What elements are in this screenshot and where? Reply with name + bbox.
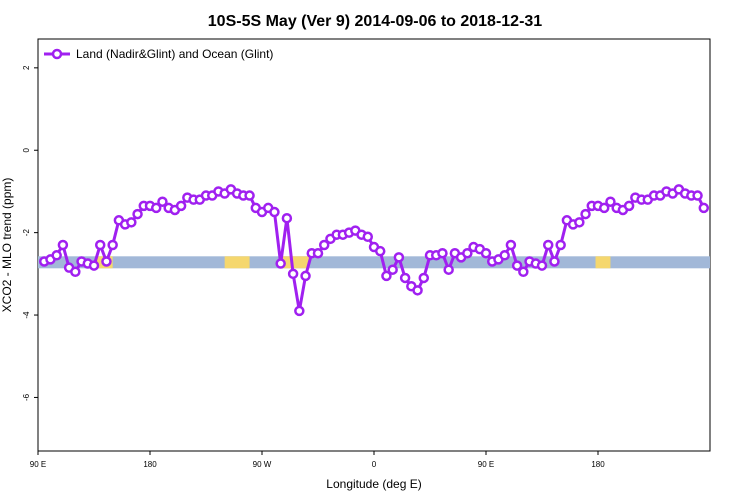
data-point: [300, 270, 311, 282]
land-segment: [279, 256, 310, 269]
data-point: [57, 239, 69, 251]
data-point: [443, 264, 454, 275]
y-axis-label: XCO2 - MLO trend (ppm): [0, 178, 14, 313]
data-point: [536, 260, 548, 271]
y-axis: 2 0 -2 -4 -6: [22, 65, 38, 401]
data-point: [88, 260, 100, 271]
data-point: [374, 245, 386, 257]
x-tick-label: 90 E: [478, 460, 494, 469]
data-point: [362, 231, 374, 243]
x-tick-label: 90 W: [253, 460, 272, 469]
y-tick-label: -4: [22, 311, 31, 319]
data-point: [518, 266, 529, 278]
data-point: [393, 252, 405, 263]
data-point: [574, 217, 585, 228]
data-point: [480, 247, 492, 259]
y-tick-label: -2: [22, 229, 31, 237]
data-point: [132, 208, 143, 220]
data-point: [549, 256, 560, 267]
data-point: [381, 270, 392, 282]
data-point: [698, 202, 710, 214]
data-point: [437, 247, 448, 259]
data-point: [462, 247, 473, 259]
data-point: [107, 239, 118, 251]
data-point: [244, 190, 255, 201]
x-axis: 90 E 180 90 W 0 90 E 180: [30, 451, 605, 469]
data-point: [412, 285, 423, 296]
data-point: [150, 202, 162, 214]
data-point: [275, 258, 286, 269]
data-point: [312, 247, 324, 259]
surface-type-bar: [38, 256, 710, 269]
data-point: [555, 239, 566, 251]
series-layer: [38, 184, 710, 317]
data-point: [418, 272, 430, 284]
x-axis-label: Longitude (deg E): [326, 477, 421, 491]
data-point: [605, 196, 616, 207]
data-point: [51, 250, 62, 261]
x-tick-label: 0: [372, 460, 377, 469]
y-tick-label: 0: [22, 147, 31, 152]
data-point: [294, 305, 305, 317]
data-point: [94, 239, 106, 251]
x-tick-label: 180: [143, 460, 157, 469]
data-point: [623, 200, 635, 212]
legend: Land (Nadir&Glint) and Ocean (Glint): [44, 47, 273, 61]
x-tick-label: 90 E: [30, 460, 46, 469]
data-point: [387, 264, 398, 275]
data-point: [505, 239, 517, 251]
data-point: [598, 202, 610, 214]
land-segment: [595, 256, 611, 269]
land-segment: [224, 256, 250, 269]
y-tick-label: -6: [22, 393, 31, 401]
legend-marker: [51, 48, 63, 60]
data-point: [101, 256, 112, 267]
legend-label: Land (Nadir&Glint) and Ocean (Glint): [76, 47, 273, 61]
data-point: [70, 266, 81, 278]
data-point: [499, 250, 510, 261]
data-point: [126, 217, 137, 228]
data-point: [399, 272, 411, 284]
data-point: [281, 212, 293, 224]
data-point: [542, 239, 554, 251]
data-point: [269, 206, 280, 218]
y-tick-label: 2: [22, 65, 31, 70]
data-point: [318, 239, 330, 251]
data-point: [692, 190, 703, 201]
data-point: [287, 268, 299, 280]
data-point: [175, 200, 187, 212]
x-tick-label: 180: [591, 460, 605, 469]
chart-title: 10S-5S May (Ver 9) 2014-09-06 to 2018-12…: [208, 13, 543, 30]
data-point: [511, 260, 523, 271]
data-point: [157, 196, 168, 207]
data-point: [580, 208, 591, 220]
